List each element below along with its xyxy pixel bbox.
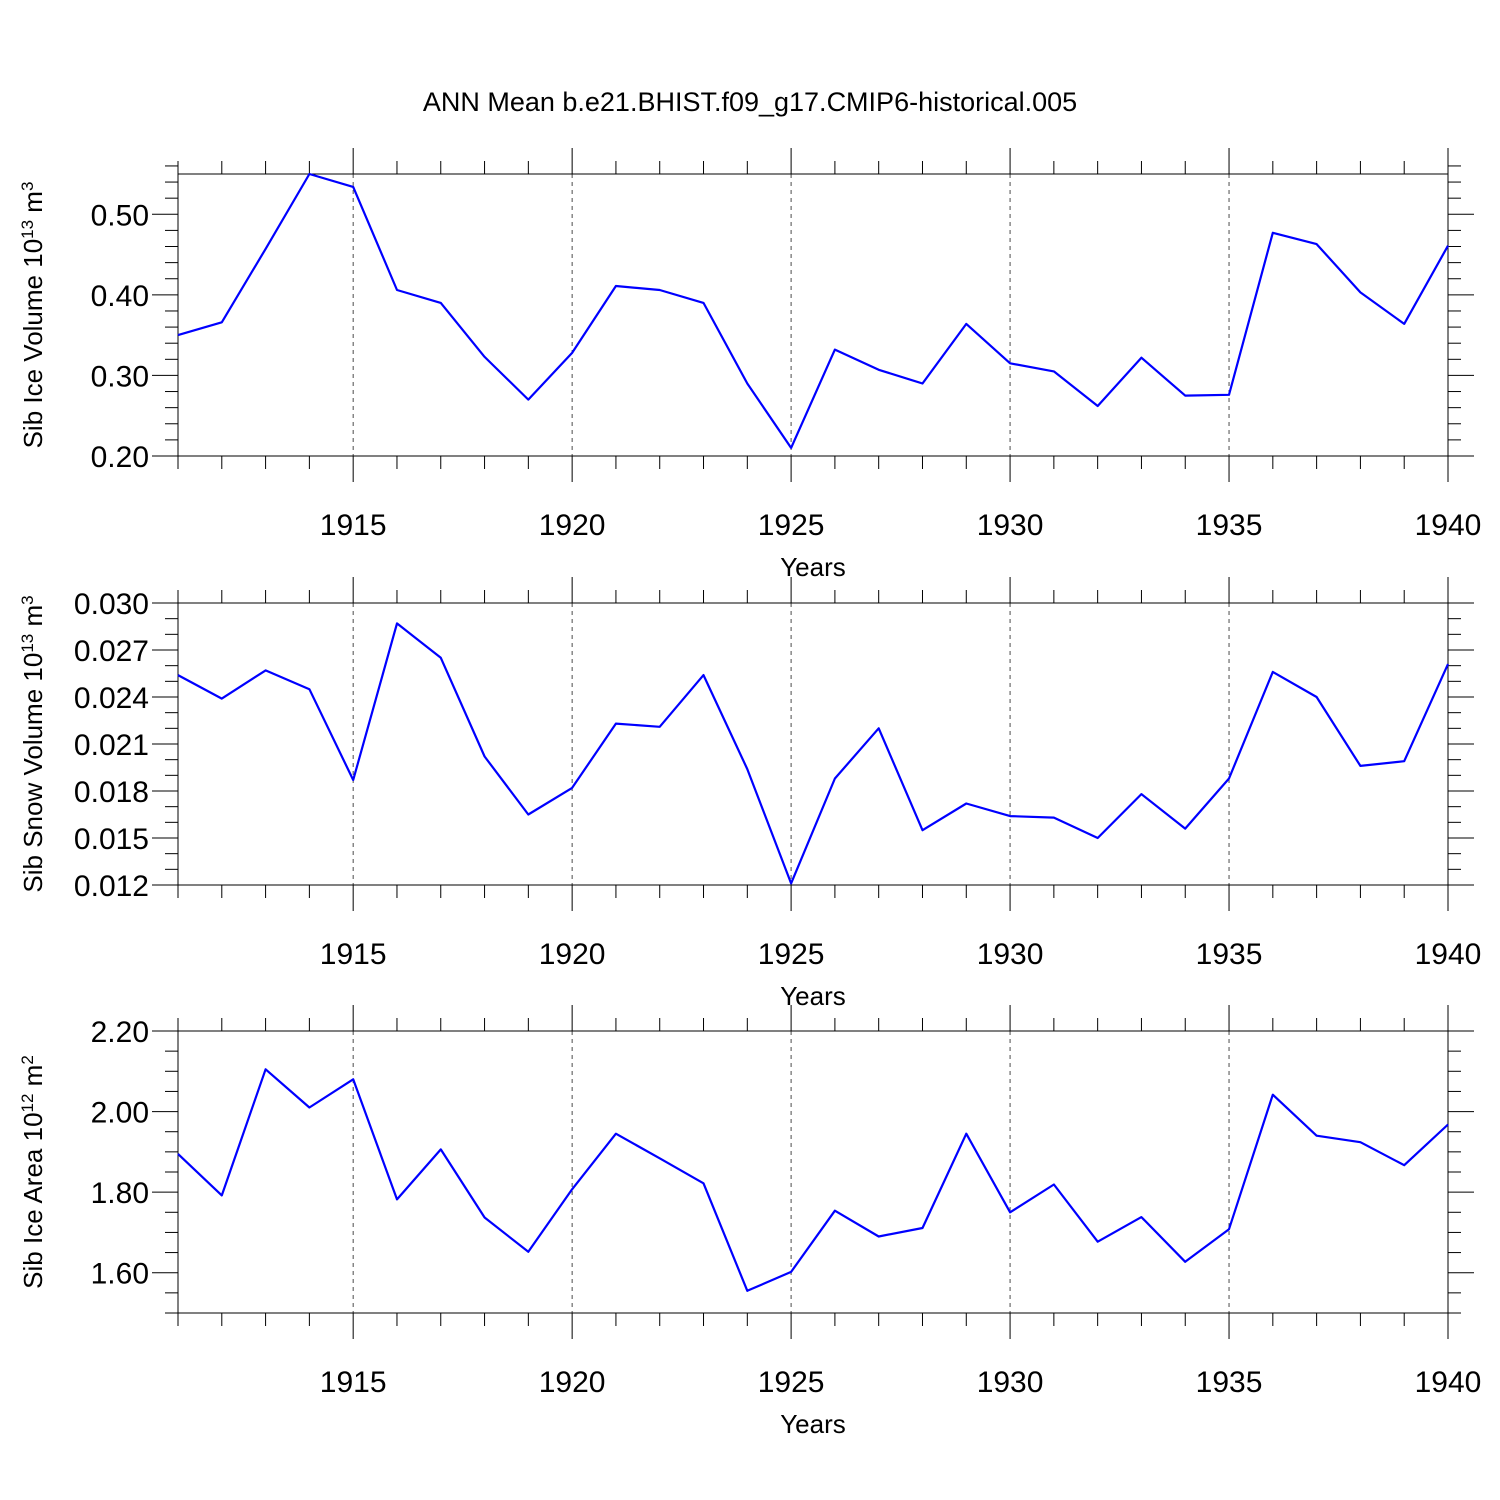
x-tick-label: 1930: [977, 509, 1044, 542]
x-tick-label: 1920: [539, 1366, 606, 1399]
y-tick-label: 0.018: [74, 776, 149, 809]
x-tick-label: 1925: [758, 938, 825, 971]
x-tick-label: 1930: [977, 938, 1044, 971]
data-series-line: [177, 1068, 1449, 1292]
y-axis-label: Sib Snow Volume 1013 m3: [18, 595, 49, 892]
y-axis-label: Sib Ice Area 1012 m2: [18, 1055, 49, 1289]
y-tick-label: 0.015: [74, 823, 149, 856]
y-tick-label: 0.20: [91, 441, 149, 474]
y-axis-label: Sib Ice Volume 1013 m3: [18, 182, 49, 449]
plot-frame: [177, 1030, 1449, 1314]
data-series-line: [177, 622, 1450, 885]
y-tick-label: 1.60: [91, 1258, 149, 1291]
y-tick-label: 2.20: [91, 1016, 149, 1049]
y-tick-label: 0.027: [74, 635, 149, 668]
y-tick-label: 0.021: [74, 729, 149, 762]
chart-panel-1: 0.20 0.30 0.40 0.50 1915 1920 1925 1930 1935 1940…: [18, 148, 1482, 582]
x-axis-label: Years: [780, 552, 846, 582]
x-tick-label: 1915: [320, 509, 387, 542]
y-tick-label: 1.80: [91, 1177, 149, 1210]
plot-frame: [177, 173, 1449, 457]
y-tick-label: 0.50: [91, 199, 149, 232]
y-tick-label: 0.30: [91, 360, 149, 393]
x-tick-label: 1940: [1415, 938, 1482, 971]
chart-title: ANN Mean b.e21.BHIST.f09_g17.CMIP6-histo…: [423, 87, 1077, 117]
plot-frame: [177, 602, 1449, 886]
x-tick-label: 1935: [1196, 1366, 1263, 1399]
data-series-line: [177, 172, 1449, 449]
x-tick-label: 1940: [1415, 509, 1482, 542]
x-tick-label: 1915: [320, 938, 387, 971]
chart-panel-2: 0.012 0.015 0.018 0.021 0.024 0.027 0.030 1915 1…: [18, 577, 1482, 1011]
x-tick-label: 1930: [977, 1366, 1044, 1399]
y-tick-label: 0.024: [74, 682, 149, 715]
y-tick-label: 0.012: [74, 870, 149, 903]
y-tick-label: 0.40: [91, 280, 149, 313]
y-tick-label: 0.030: [74, 588, 149, 621]
x-tick-label: 1940: [1415, 1366, 1482, 1399]
x-axis-label: Years: [780, 1409, 846, 1439]
x-tick-label: 1935: [1196, 509, 1263, 542]
x-tick-label: 1920: [539, 938, 606, 971]
x-tick-label: 1920: [539, 509, 606, 542]
chart-panels: 0.20 0.30 0.40 0.50 1915 1920 1925 1930 1935 1940…: [18, 148, 1482, 1439]
chart-panel-3: 1.60 1.80 2.00 2.20 1915 1920 1925 1930 1935 1940…: [18, 1005, 1482, 1439]
x-tick-label: 1925: [758, 509, 825, 542]
x-tick-label: 1925: [758, 1366, 825, 1399]
x-tick-label: 1915: [320, 1366, 387, 1399]
x-tick-label: 1935: [1196, 938, 1263, 971]
y-tick-label: 2.00: [91, 1097, 149, 1130]
x-axis-label: Years: [780, 981, 846, 1011]
